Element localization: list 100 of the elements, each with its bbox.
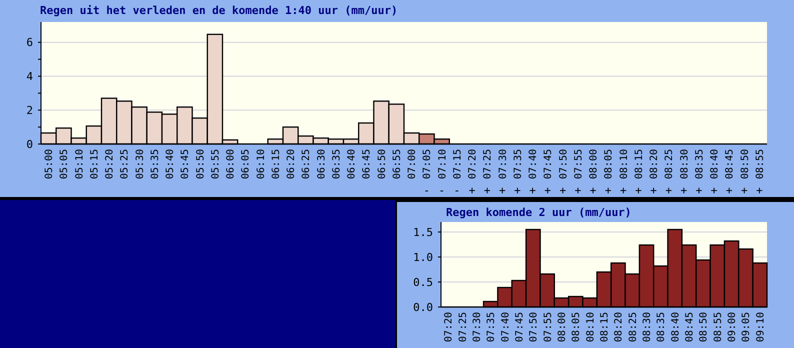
x-tick-label: 09:00 bbox=[727, 312, 738, 342]
text: + bbox=[635, 184, 642, 197]
x-tick-label: 08:20 bbox=[614, 312, 625, 342]
text: + bbox=[696, 184, 703, 197]
x-tick-label: 07:40 bbox=[528, 149, 540, 180]
x-tick-label: 08:35 bbox=[694, 149, 706, 180]
text: - bbox=[423, 184, 430, 197]
x-tick-label: 08:30 bbox=[642, 312, 654, 342]
x-tick-label: 07:30 bbox=[472, 312, 483, 342]
x-tick-label: 08:50 bbox=[698, 312, 710, 342]
text: + bbox=[514, 184, 522, 197]
text: - bbox=[438, 184, 446, 197]
text: + bbox=[665, 184, 672, 197]
x-tick-label: 05:05 bbox=[59, 149, 70, 180]
x-tick-label: 09:05 bbox=[741, 312, 752, 342]
y-tick-label: 0.0 bbox=[413, 300, 433, 314]
text: + bbox=[468, 184, 476, 197]
x-tick-label: 07:30 bbox=[498, 149, 509, 180]
x-tick-label: 07:10 bbox=[437, 149, 448, 180]
x-tick-label: 05:35 bbox=[150, 149, 161, 180]
text: + bbox=[529, 184, 536, 197]
y-tick-label: 1.5 bbox=[413, 226, 433, 239]
x-tick-label: 07:55 bbox=[542, 312, 554, 342]
x-tick-label: 08:10 bbox=[585, 312, 596, 342]
x-tick-label: 08:40 bbox=[670, 312, 682, 342]
text: + bbox=[604, 184, 612, 197]
x-tick-label: 07:40 bbox=[500, 312, 512, 342]
text: + bbox=[756, 184, 764, 197]
x-tick-label: 08:15 bbox=[634, 149, 645, 180]
x-tick-label: 09:10 bbox=[755, 312, 766, 342]
x-tick-label: 07:45 bbox=[514, 312, 526, 342]
x-tick-label: 08:45 bbox=[684, 312, 696, 342]
y-tick-label: 0.5 bbox=[413, 276, 433, 289]
x-tick-label: 08:55 bbox=[712, 312, 724, 342]
x-tick-label: 08:55 bbox=[754, 149, 766, 180]
text: + bbox=[499, 184, 506, 197]
x-tick-label: 05:25 bbox=[120, 149, 131, 180]
x-tick-label: 08:20 bbox=[649, 149, 660, 180]
text: + bbox=[560, 184, 566, 197]
x-tick-label: 08:35 bbox=[656, 312, 668, 342]
x-tick-label: 07:20 bbox=[444, 312, 455, 342]
text: + bbox=[680, 184, 688, 197]
x-tick-label: 07:50 bbox=[528, 312, 540, 342]
x-tick-label: 07:55 bbox=[573, 149, 584, 180]
x-tick-label: 06:35 bbox=[331, 149, 342, 180]
text: + bbox=[484, 184, 491, 197]
x-tick-label: 08:00 bbox=[556, 312, 568, 342]
x-tick-label: 06:50 bbox=[376, 149, 388, 180]
x-tick-label: 08:10 bbox=[618, 149, 630, 180]
y-tick-label: 6 bbox=[26, 36, 33, 50]
x-tick-label: 07:45 bbox=[543, 149, 554, 180]
text: + bbox=[544, 184, 552, 197]
text: + bbox=[590, 184, 597, 197]
x-tick-label: 06:25 bbox=[301, 149, 312, 180]
x-tick-label: 06:45 bbox=[362, 149, 373, 180]
x-tick-label: 07:20 bbox=[468, 149, 479, 180]
x-tick-label: 05:55 bbox=[210, 149, 222, 180]
x-tick-label: 07:15 bbox=[452, 149, 464, 180]
x-tick-label: 05:15 bbox=[89, 149, 100, 180]
x-tick-label: 08:25 bbox=[664, 149, 676, 180]
x-tick-label: 06:20 bbox=[286, 149, 298, 180]
x-tick-label: 07:25 bbox=[482, 149, 494, 180]
text: + bbox=[710, 184, 718, 197]
x-tick-label: 08:25 bbox=[628, 312, 639, 342]
text: - bbox=[454, 184, 460, 197]
x-tick-label: 06:30 bbox=[316, 149, 328, 180]
x-tick-label: 06:15 bbox=[270, 149, 282, 180]
x-tick-label: 07:25 bbox=[458, 312, 469, 342]
x-tick-label: 08:40 bbox=[710, 149, 721, 180]
x-tick-label: 08:15 bbox=[600, 312, 610, 342]
text: + bbox=[620, 184, 627, 197]
x-tick-label: 06:40 bbox=[346, 149, 358, 180]
x-tick-label: 05:50 bbox=[195, 149, 206, 180]
y-tick-label: 0 bbox=[26, 138, 33, 151]
x-tick-label: 05:10 bbox=[74, 149, 86, 180]
x-tick-label: 06:00 bbox=[226, 149, 237, 180]
x-tick-label: 05:20 bbox=[104, 149, 116, 180]
text: + bbox=[650, 184, 658, 197]
x-tick-label: 07:50 bbox=[558, 149, 570, 180]
chart-title: Regen uit het verleden en de komende 1:40 uur (mm/uur) bbox=[40, 4, 398, 17]
x-tick-label: 05:30 bbox=[134, 149, 146, 180]
x-tick-label: 06:55 bbox=[392, 149, 403, 180]
x-tick-label: 08:00 bbox=[588, 149, 600, 180]
x-tick-label: 07:05 bbox=[422, 149, 434, 180]
x-tick-label: 06:05 bbox=[240, 149, 252, 180]
x-tick-label: 07:35 bbox=[486, 312, 498, 342]
y-tick-label: 1.0 bbox=[413, 250, 433, 264]
y-tick-label: 2 bbox=[26, 104, 33, 117]
x-tick-label: 05:40 bbox=[165, 149, 176, 180]
x-tick-label: 08:05 bbox=[604, 149, 615, 180]
y-tick-label: 4 bbox=[26, 70, 34, 84]
x-tick-label: 08:30 bbox=[679, 149, 690, 180]
chart-title: Regen komende 2 uur (mm/uur) bbox=[446, 206, 632, 219]
x-tick-label: 05:45 bbox=[180, 149, 192, 180]
text: + bbox=[741, 184, 748, 197]
x-tick-label: 08:50 bbox=[740, 149, 751, 180]
x-tick-label: 08:45 bbox=[724, 149, 736, 180]
x-tick-label: 06:10 bbox=[256, 149, 267, 180]
text: + bbox=[726, 184, 733, 197]
x-tick-label: 07:35 bbox=[512, 149, 524, 180]
